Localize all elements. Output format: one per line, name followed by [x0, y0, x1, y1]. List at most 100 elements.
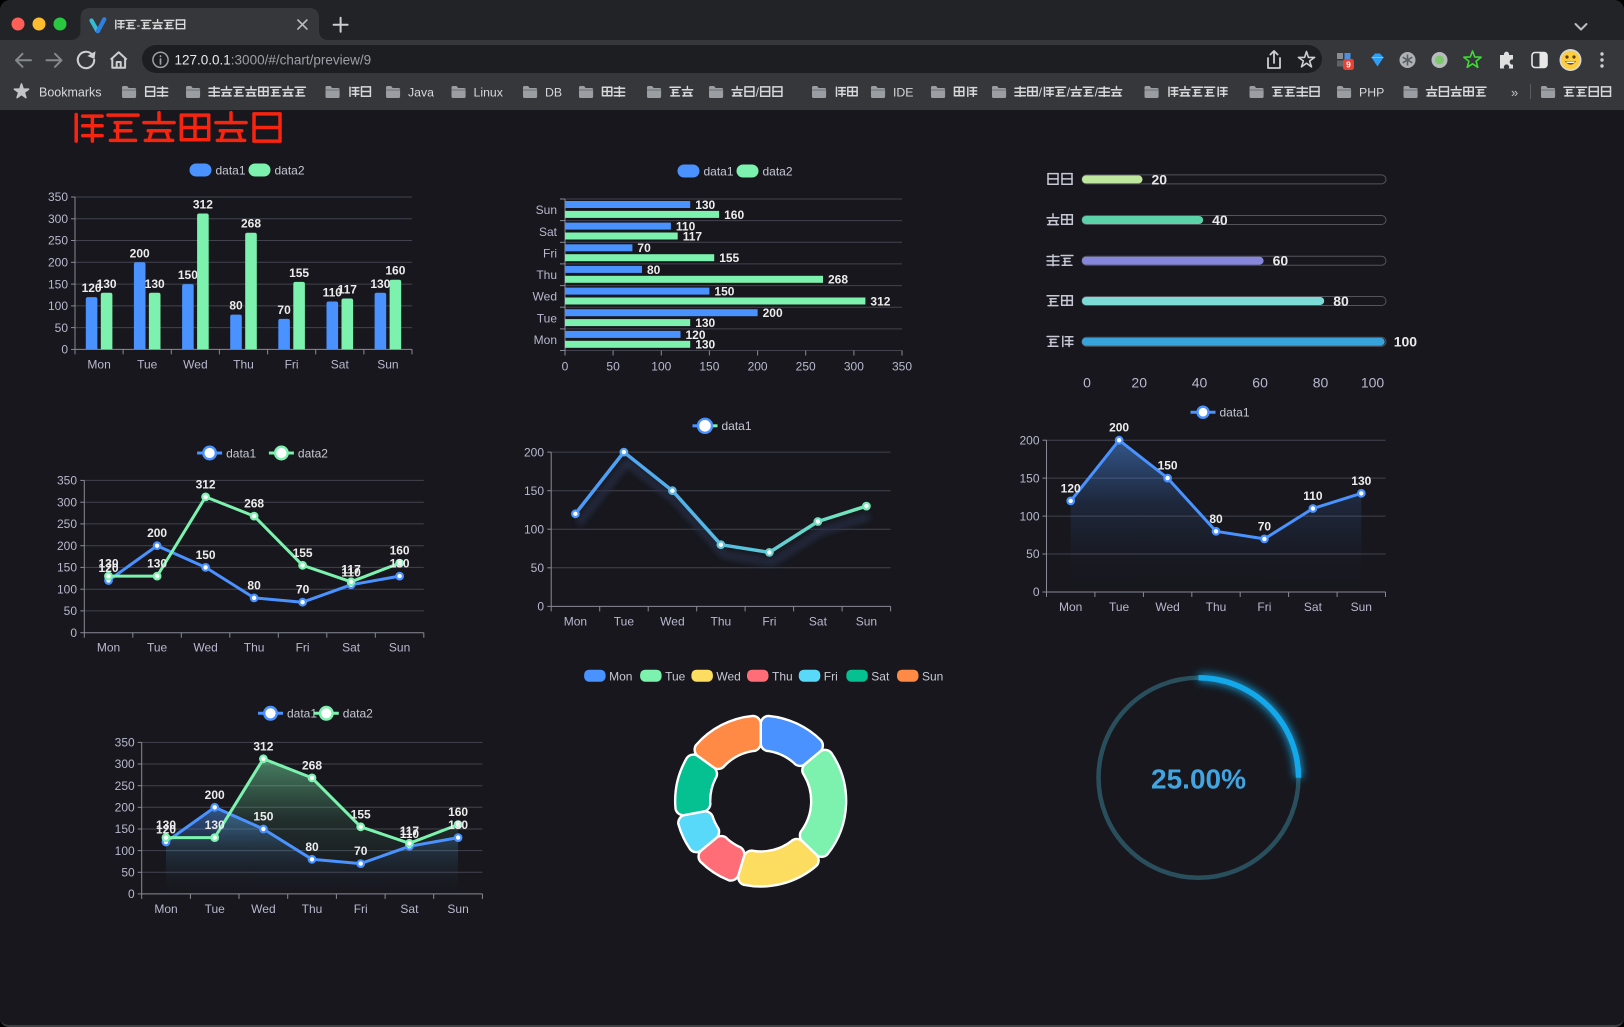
svg-text:150: 150	[178, 268, 198, 282]
svg-text:0: 0	[537, 600, 544, 614]
svg-text:/: /	[756, 85, 760, 99]
svg-text:DB: DB	[545, 85, 562, 99]
svg-text:160: 160	[448, 805, 468, 819]
svg-text:150: 150	[57, 561, 77, 575]
svg-text:Sun: Sun	[922, 669, 943, 683]
svg-text:50: 50	[606, 360, 620, 374]
svg-text:100: 100	[651, 360, 671, 374]
svg-text:25.00%: 25.00%	[1151, 763, 1246, 794]
svg-text:data1: data1	[722, 419, 752, 433]
svg-text:150: 150	[253, 810, 273, 824]
svg-text:200: 200	[48, 256, 68, 270]
svg-text:»: »	[1511, 85, 1518, 100]
svg-text:150: 150	[714, 285, 734, 299]
svg-text:Wed: Wed	[1155, 600, 1179, 614]
svg-text:110: 110	[323, 286, 343, 300]
svg-text:80: 80	[305, 840, 319, 854]
svg-text:0: 0	[1083, 375, 1091, 391]
svg-text:9: 9	[1346, 60, 1351, 70]
svg-text:Thu: Thu	[244, 641, 265, 655]
svg-text:150: 150	[524, 484, 544, 498]
svg-text:0: 0	[128, 887, 135, 901]
svg-text:200: 200	[130, 246, 150, 260]
svg-text:155: 155	[293, 546, 313, 560]
svg-text:/: /	[1067, 85, 1071, 99]
svg-text:Tue: Tue	[137, 357, 158, 371]
svg-text:Sat: Sat	[539, 225, 558, 239]
svg-text:200: 200	[763, 306, 783, 320]
svg-text:120: 120	[686, 328, 706, 342]
svg-text:50: 50	[55, 321, 69, 335]
svg-text:70: 70	[354, 844, 368, 858]
svg-text:Sat: Sat	[400, 902, 419, 916]
svg-text:150: 150	[48, 277, 68, 291]
svg-text:130: 130	[156, 818, 176, 832]
svg-text:250: 250	[57, 517, 77, 531]
svg-text:80: 80	[1209, 512, 1223, 526]
svg-text:Tue: Tue	[205, 902, 226, 916]
svg-text:150: 150	[196, 548, 216, 562]
svg-text:70: 70	[1258, 519, 1272, 533]
svg-text:Bookmarks: Bookmarks	[39, 85, 102, 99]
svg-text:0: 0	[1033, 585, 1040, 599]
svg-text:150: 150	[115, 822, 135, 836]
svg-text:155: 155	[351, 807, 371, 821]
svg-text:data1: data1	[704, 164, 734, 178]
svg-text:130: 130	[695, 316, 715, 330]
svg-text:50: 50	[121, 866, 135, 880]
svg-text:120: 120	[82, 281, 102, 295]
svg-text:130: 130	[695, 198, 715, 212]
svg-text:80: 80	[1313, 375, 1329, 391]
svg-text:150: 150	[1158, 459, 1178, 473]
svg-text:130: 130	[448, 818, 468, 832]
svg-text:200: 200	[115, 801, 135, 815]
svg-text:Thu: Thu	[1206, 600, 1227, 614]
svg-text:200: 200	[1109, 421, 1129, 435]
svg-text:Fri: Fri	[354, 902, 368, 916]
svg-text:50: 50	[531, 561, 545, 575]
svg-text:PHP: PHP	[1359, 85, 1384, 99]
svg-text:110: 110	[676, 220, 696, 234]
svg-text:268: 268	[241, 217, 261, 231]
svg-text:Sun: Sun	[389, 641, 410, 655]
svg-text:268: 268	[828, 273, 848, 287]
svg-text:300: 300	[115, 757, 135, 771]
svg-text:Mon: Mon	[609, 669, 632, 683]
svg-text:100: 100	[57, 582, 77, 596]
svg-text:150: 150	[699, 360, 719, 374]
svg-text:data2: data2	[298, 446, 328, 460]
svg-text:130: 130	[145, 277, 165, 291]
svg-text:80: 80	[229, 299, 243, 313]
svg-text:130: 130	[98, 557, 118, 571]
svg-text:50: 50	[64, 604, 78, 618]
svg-text:Thu: Thu	[302, 902, 323, 916]
svg-text:100: 100	[1019, 509, 1039, 523]
svg-text:Tue: Tue	[665, 669, 686, 683]
svg-text:Mon: Mon	[154, 902, 177, 916]
svg-text:312: 312	[196, 477, 216, 491]
svg-text:Wed: Wed	[716, 669, 740, 683]
svg-text:120: 120	[156, 823, 176, 837]
svg-text:data2: data2	[343, 707, 373, 721]
svg-text:Mon: Mon	[534, 333, 557, 347]
svg-text:117: 117	[341, 562, 361, 576]
svg-text:200: 200	[1019, 433, 1039, 447]
svg-text:data1: data1	[226, 446, 256, 460]
svg-text:Wed: Wed	[193, 641, 217, 655]
svg-text:130: 130	[1351, 474, 1371, 488]
svg-text:Thu: Thu	[233, 357, 254, 371]
svg-text:130: 130	[390, 557, 410, 571]
svg-text:70: 70	[637, 241, 651, 255]
svg-text:0: 0	[61, 343, 68, 357]
svg-text:200: 200	[524, 445, 544, 459]
svg-text:Mon: Mon	[564, 614, 587, 628]
svg-text:Tue: Tue	[537, 311, 558, 325]
svg-text:312: 312	[193, 198, 213, 212]
svg-text:130: 130	[370, 277, 390, 291]
svg-text:20: 20	[1131, 375, 1147, 391]
svg-text:Wed: Wed	[183, 357, 207, 371]
svg-text:Java: Java	[408, 85, 434, 99]
svg-text:Sat: Sat	[342, 641, 361, 655]
svg-text:Thu: Thu	[711, 614, 732, 628]
svg-text:110: 110	[1303, 489, 1323, 503]
